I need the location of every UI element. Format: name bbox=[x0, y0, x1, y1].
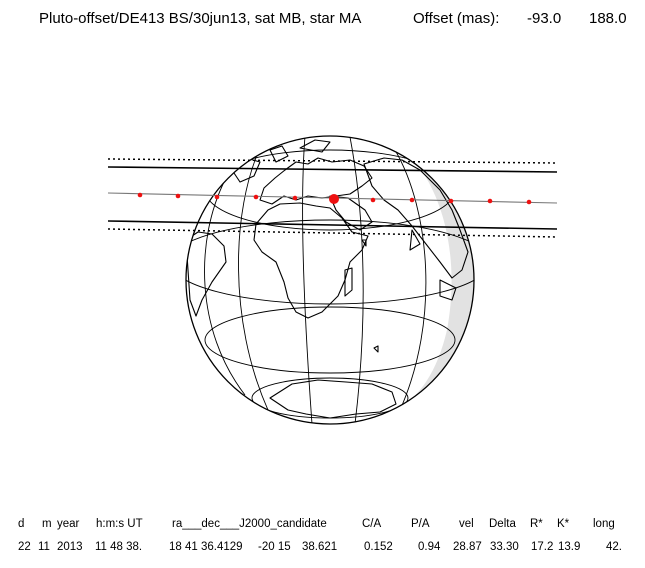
time-dot-central bbox=[329, 194, 339, 204]
value-dec-seconds: 38.621 bbox=[302, 541, 338, 553]
offset-y-value: 188.0 bbox=[589, 10, 627, 27]
time-markers bbox=[137, 192, 532, 205]
time-dot bbox=[175, 193, 181, 199]
offset-label: Offset (mas): bbox=[413, 10, 500, 27]
time-dot bbox=[526, 199, 532, 205]
col-header-year: year bbox=[57, 518, 80, 530]
value-delta: 33.30 bbox=[490, 541, 519, 553]
value-dec: -20 15 bbox=[258, 541, 291, 553]
value-year: 2013 bbox=[57, 541, 83, 553]
value-pa: 0.94 bbox=[418, 541, 441, 553]
col-header-long: long bbox=[593, 518, 615, 530]
value-long: 42. bbox=[606, 541, 622, 553]
col-header-vel: vel bbox=[459, 518, 474, 530]
col-header-delta: Delta bbox=[489, 518, 516, 530]
col-header-ca: C/A bbox=[362, 518, 382, 530]
value-ra: 18 41 36.4129 bbox=[169, 541, 243, 553]
time-dot bbox=[137, 192, 143, 198]
value-time: 11 48 38. bbox=[95, 541, 143, 553]
time-dot bbox=[292, 195, 298, 201]
earth-limb bbox=[185, 135, 475, 425]
value-vel: 28.87 bbox=[453, 541, 482, 553]
time-dot bbox=[214, 194, 220, 200]
plot-header: Pluto-offset/DE413 BS/30jun13, sat MB, s… bbox=[0, 10, 645, 34]
offset-x-value: -93.0 bbox=[527, 10, 562, 27]
earth-disk bbox=[186, 136, 474, 424]
value-d: 22 bbox=[18, 541, 31, 553]
time-dot bbox=[448, 198, 454, 204]
path-limit-north bbox=[107, 166, 558, 173]
col-header-rstar: R* bbox=[530, 518, 543, 530]
value-ca: 0.152 bbox=[364, 541, 393, 553]
value-m: 11 bbox=[38, 541, 50, 553]
path-limit-south bbox=[107, 220, 558, 230]
plot-title: Pluto-offset/DE413 BS/30jun13, sat MB, s… bbox=[39, 10, 362, 27]
time-dot bbox=[370, 197, 376, 203]
col-header-pa: P/A bbox=[411, 518, 430, 530]
value-kstar: 13.9 bbox=[558, 541, 581, 553]
time-dot bbox=[253, 194, 259, 200]
col-header-d: d bbox=[18, 518, 25, 530]
col-header-time: h:m:s UT bbox=[96, 518, 143, 530]
value-rstar: 17.2 bbox=[531, 541, 554, 553]
col-header-radec: ra___dec___J2000_candidate bbox=[172, 518, 327, 530]
col-header-kstar: K* bbox=[557, 518, 570, 530]
time-dot bbox=[487, 198, 493, 204]
col-header-m: m bbox=[42, 518, 52, 530]
time-dot bbox=[409, 197, 415, 203]
